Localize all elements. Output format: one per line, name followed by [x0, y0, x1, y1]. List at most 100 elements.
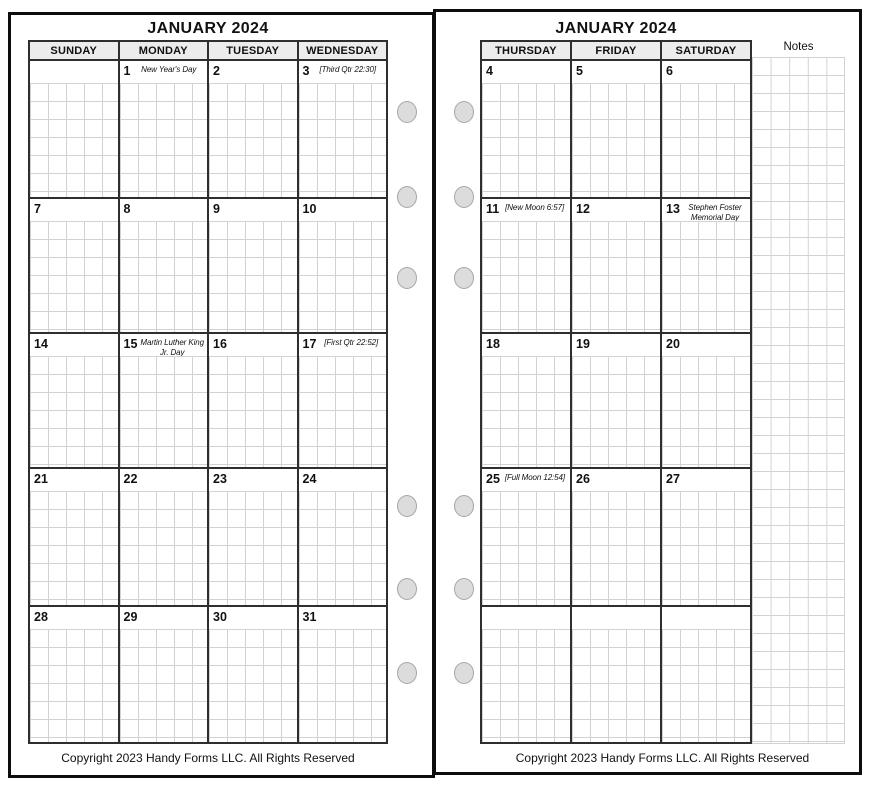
day-cell: 19 [572, 334, 662, 467]
date-annotation [583, 65, 660, 83]
binder-hole [454, 267, 474, 289]
left-page-title: JANUARY 2024 [147, 20, 269, 37]
date-annotation [590, 338, 660, 356]
writing-grid [209, 221, 297, 332]
date-annotation [41, 203, 118, 221]
day-cell: 25 [Full Moon 12:54] [482, 469, 572, 605]
writing-grid [482, 356, 570, 467]
date-annotation [680, 338, 750, 356]
date-number: 1 [123, 64, 131, 78]
date-annotation [666, 611, 750, 629]
date-band: 4 [482, 61, 570, 83]
day-cell: 29 [119, 607, 209, 742]
date-annotation: [Full Moon 12:54] [504, 473, 566, 482]
date-number: 17 [302, 337, 317, 351]
date-annotation [130, 203, 207, 221]
writing-grid [298, 491, 386, 605]
date-number: 18 [486, 337, 500, 351]
date-number: 5 [576, 64, 583, 78]
date-annotation [576, 611, 660, 629]
notes-label: Notes [783, 41, 814, 53]
date-number: 2 [213, 64, 220, 78]
date-band: 28 [30, 607, 118, 629]
day-cell: 13 Stephen Foster Memorial Day [662, 199, 750, 332]
left-page: JANUARY 2024 SUNDAY MONDAY TUESDAY WEDNESDA… [8, 12, 435, 778]
date-number: 21 [34, 472, 48, 486]
date-annotation [316, 203, 386, 221]
binder-hole [397, 578, 417, 600]
date-band: 8 [119, 199, 207, 221]
date-annotation [227, 473, 297, 491]
writing-grid [298, 629, 386, 742]
binder-hole [454, 101, 474, 123]
date-annotation [680, 473, 750, 491]
writing-grid [662, 491, 750, 605]
date-annotation [220, 203, 297, 221]
day-cell: 12 [572, 199, 662, 332]
date-band: 31 [298, 607, 386, 629]
date-number: 28 [34, 610, 48, 624]
week-row: 28 29 30 31 [30, 605, 386, 742]
writing-grid [662, 629, 750, 742]
date-band: 26 [572, 469, 660, 491]
date-number: 29 [123, 610, 138, 624]
day-cell: 17 [First Qtr 22:52] [298, 334, 386, 467]
date-band: 24 [298, 469, 386, 491]
date-annotation [590, 473, 660, 491]
binder-hole [397, 267, 417, 289]
date-band: 30 [209, 607, 297, 629]
day-cell: 20 [662, 334, 750, 467]
date-band: 15 Martin Luther King Jr. Day [119, 334, 207, 357]
date-number: 4 [486, 64, 493, 78]
date-band: 14 [30, 334, 118, 356]
date-band: 12 [572, 199, 660, 221]
writing-grid [482, 221, 570, 332]
date-number: 3 [302, 64, 310, 78]
date-annotation [137, 611, 207, 629]
binder-hole [397, 186, 417, 208]
date-annotation [48, 611, 118, 629]
date-band: 25 [Full Moon 12:54] [482, 469, 570, 491]
date-annotation: [New Moon 6:57] [505, 203, 565, 212]
binder-hole [454, 186, 474, 208]
day-header-wednesday: WEDNESDAY [298, 42, 386, 59]
date-band: 2 [209, 61, 297, 83]
left-copyright: Copyright 2023 Handy Forms LLC. All Righ… [61, 751, 355, 765]
writing-grid [482, 83, 570, 197]
writing-grid [119, 629, 207, 742]
day-cell: 14 [30, 334, 120, 467]
notes-writing-grid [752, 57, 845, 744]
date-number: 25 [486, 472, 500, 486]
day-cell: 11 [New Moon 6:57] [482, 199, 572, 332]
right-page-title: JANUARY 2024 [555, 20, 677, 37]
date-annotation: [First Qtr 22:52] [324, 338, 379, 347]
date-band: 23 [209, 469, 297, 491]
date-number: 20 [666, 337, 680, 351]
date-annotation: Stephen Foster Memorial Day [688, 203, 742, 222]
day-cell: 18 [482, 334, 572, 467]
writing-grid [662, 356, 750, 467]
date-annotation [486, 611, 570, 629]
binder-hole [454, 662, 474, 684]
day-cell: 1 New Year's Day [119, 61, 209, 197]
date-annotation [48, 338, 118, 356]
writing-grid [209, 629, 297, 742]
right-day-header-row: THURSDAY FRIDAY SATURDAY [482, 42, 750, 59]
week-row: 7 8 9 10 [30, 197, 386, 332]
right-page: JANUARY 2024 THURSDAY FRIDAY SATURDAY 4 5 6 1… [433, 9, 862, 775]
date-band: 3 [Third Qtr 22:30] [298, 61, 386, 83]
date-band: 17 [First Qtr 22:52] [298, 334, 386, 356]
writing-grid [572, 491, 660, 605]
date-band: 7 [30, 199, 118, 221]
day-cell: 21 [30, 469, 120, 605]
date-annotation: [Third Qtr 22:30] [319, 65, 376, 74]
date-band: 16 [209, 334, 297, 356]
writing-grid [119, 83, 207, 197]
date-number: 11 [486, 202, 500, 216]
date-band: 19 [572, 334, 660, 356]
day-cell: 31 [298, 607, 386, 742]
day-cell: 6 [662, 61, 750, 197]
writing-grid [30, 221, 118, 332]
week-row: 21 22 23 24 [30, 467, 386, 605]
day-cell: 8 [119, 199, 209, 332]
